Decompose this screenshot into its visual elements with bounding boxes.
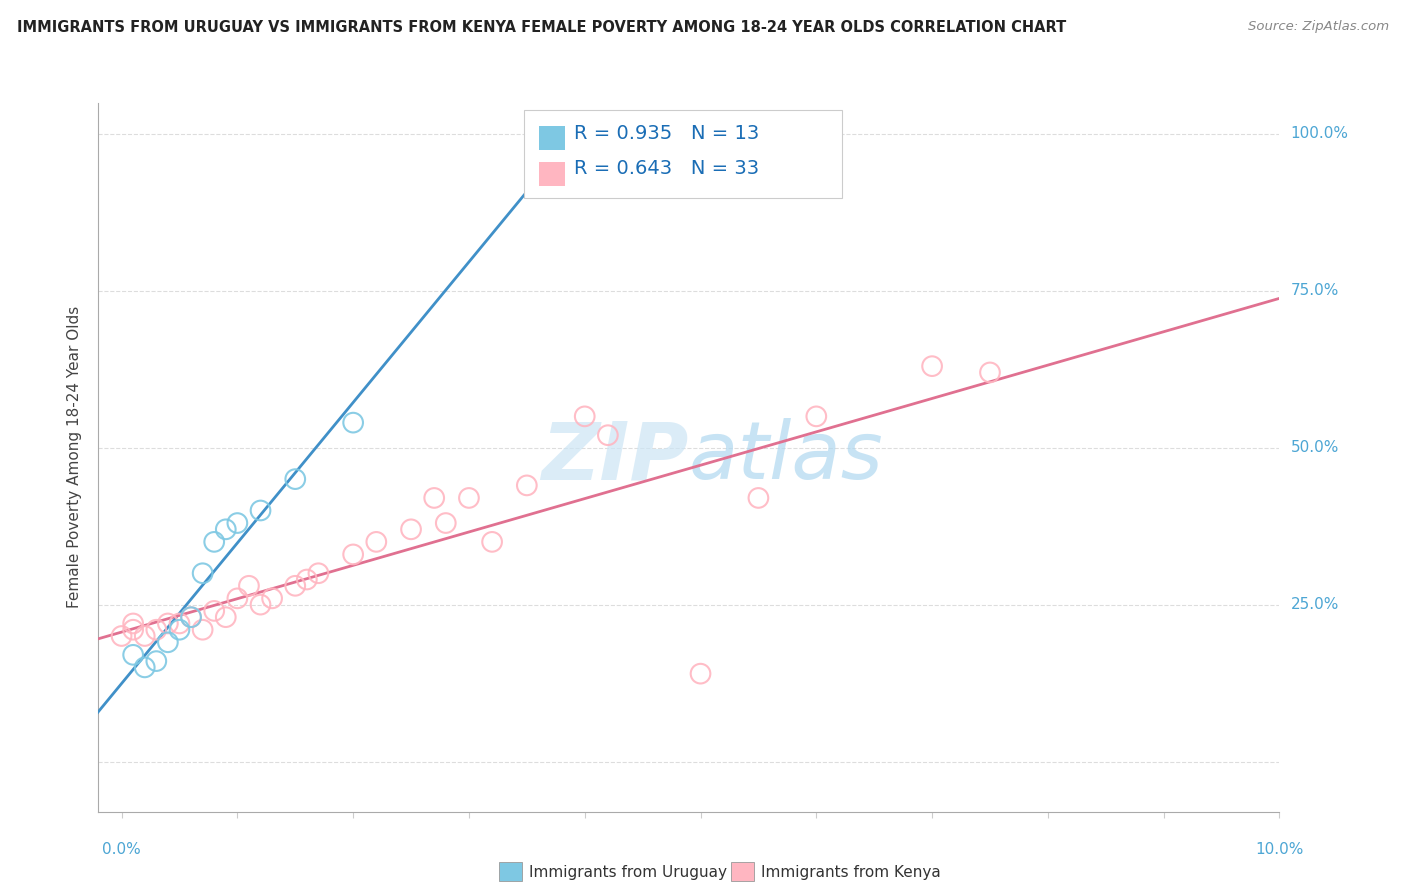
Text: 10.0%: 10.0% <box>1256 842 1303 857</box>
Point <box>689 666 711 681</box>
Point <box>122 623 145 637</box>
Point <box>134 629 156 643</box>
Point <box>134 660 156 674</box>
Point <box>979 366 1001 380</box>
Point <box>226 516 249 530</box>
Point <box>202 604 225 618</box>
Point <box>169 616 191 631</box>
FancyBboxPatch shape <box>538 161 565 186</box>
Point <box>226 591 249 606</box>
Point <box>215 610 238 624</box>
Point <box>516 478 538 492</box>
Point <box>596 428 619 442</box>
Point <box>921 359 943 373</box>
Point <box>574 409 596 424</box>
Point <box>249 598 271 612</box>
Text: 50.0%: 50.0% <box>1291 441 1339 455</box>
Point <box>366 534 388 549</box>
Point <box>284 472 307 486</box>
Point <box>249 503 271 517</box>
Point <box>295 573 318 587</box>
Point <box>399 522 422 536</box>
Text: 25.0%: 25.0% <box>1291 597 1339 612</box>
Point <box>180 610 202 624</box>
Point <box>122 648 145 662</box>
Text: Immigrants from Kenya: Immigrants from Kenya <box>761 865 941 880</box>
Text: ZIP: ZIP <box>541 418 689 496</box>
Point <box>145 623 167 637</box>
Point <box>202 534 225 549</box>
Point <box>238 579 260 593</box>
Point <box>307 566 329 581</box>
Point <box>122 616 145 631</box>
Text: 75.0%: 75.0% <box>1291 284 1339 298</box>
Point <box>458 491 481 505</box>
Point <box>342 416 364 430</box>
Point <box>191 623 214 637</box>
Text: 0.0%: 0.0% <box>103 842 141 857</box>
Text: R = 0.935   N = 13: R = 0.935 N = 13 <box>575 124 759 143</box>
Point <box>180 610 202 624</box>
Point <box>747 491 769 505</box>
Point <box>806 409 828 424</box>
FancyBboxPatch shape <box>538 126 565 150</box>
Y-axis label: Female Poverty Among 18-24 Year Olds: Female Poverty Among 18-24 Year Olds <box>67 306 83 608</box>
Text: R = 0.643   N = 33: R = 0.643 N = 33 <box>575 159 759 178</box>
Text: 100.0%: 100.0% <box>1291 127 1348 142</box>
Point <box>110 629 132 643</box>
Point <box>434 516 457 530</box>
Point <box>262 591 284 606</box>
Text: Source: ZipAtlas.com: Source: ZipAtlas.com <box>1249 20 1389 33</box>
Point <box>215 522 238 536</box>
Point <box>342 548 364 562</box>
Point <box>169 623 191 637</box>
Point <box>156 616 179 631</box>
Point <box>145 654 167 668</box>
Point <box>481 534 503 549</box>
Text: IMMIGRANTS FROM URUGUAY VS IMMIGRANTS FROM KENYA FEMALE POVERTY AMONG 18-24 YEAR: IMMIGRANTS FROM URUGUAY VS IMMIGRANTS FR… <box>17 20 1066 35</box>
Point <box>423 491 446 505</box>
Point <box>156 635 179 649</box>
Text: Immigrants from Uruguay: Immigrants from Uruguay <box>529 865 727 880</box>
Point <box>191 566 214 581</box>
Text: atlas: atlas <box>689 418 884 496</box>
Point <box>284 579 307 593</box>
FancyBboxPatch shape <box>523 110 842 198</box>
